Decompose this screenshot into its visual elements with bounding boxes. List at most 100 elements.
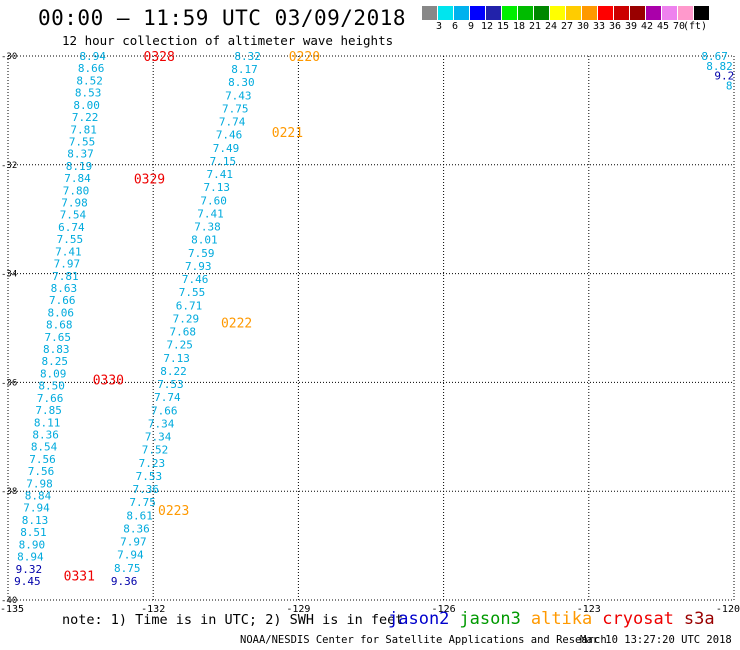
colorbar-label: 36 bbox=[608, 21, 622, 32]
wave-height-value: 7.98 bbox=[61, 197, 88, 210]
footnote: note: 1) Time is in UTC; 2) SWH is in fe… bbox=[62, 612, 404, 628]
wave-height-value: 8.32 bbox=[234, 50, 261, 63]
wave-height-value: 7.53 bbox=[136, 470, 163, 483]
wave-height-value: 9.45 bbox=[14, 575, 41, 588]
satellite-legend: jason2 jason3 altika cryosat s3a bbox=[388, 609, 725, 629]
wave-height-value: 8 bbox=[726, 79, 733, 92]
colorbar-swatch bbox=[470, 6, 486, 20]
credit-line: NOAA/NESDIS Center for Satellite Applica… bbox=[240, 634, 607, 646]
wave-height-value: 6.71 bbox=[176, 299, 203, 312]
wave-height-value: 7.74 bbox=[154, 391, 181, 404]
wave-height-value: 7.59 bbox=[188, 247, 215, 260]
wave-height-value: 8.25 bbox=[41, 355, 68, 368]
wave-height-value: 7.53 bbox=[157, 378, 184, 391]
pass-time-label: 0330 bbox=[93, 374, 124, 389]
lon-tick-label: -126 bbox=[432, 604, 456, 615]
colorbar-label: 30 bbox=[576, 21, 590, 32]
wave-height-value: 8.01 bbox=[191, 234, 218, 247]
colorbar-swatch bbox=[566, 6, 582, 20]
colorbar-swatch bbox=[678, 6, 694, 20]
wave-height-value: 7.66 bbox=[49, 294, 76, 307]
colorbar-swatch bbox=[454, 6, 470, 20]
wave-height-value: 8.83 bbox=[43, 343, 70, 356]
wave-height-value: 7.46 bbox=[216, 129, 243, 142]
colorbar-label: 45 bbox=[656, 21, 670, 32]
lat-tick-label: -36 bbox=[1, 378, 17, 388]
map-title: 00:00 – 11:59 UTC 03/09/2018 bbox=[38, 6, 407, 30]
wave-height-value: 7.81 bbox=[70, 123, 97, 136]
satellite-s3a: s3a bbox=[683, 609, 715, 629]
map-subtitle: 12 hour collection of altimeter wave hei… bbox=[62, 33, 394, 48]
lat-tick-label: -32 bbox=[1, 161, 17, 171]
wave-height-value: 7.23 bbox=[139, 457, 166, 470]
wave-height-value: 7.66 bbox=[151, 404, 178, 417]
wave-height-value: 8.61 bbox=[126, 509, 153, 522]
wave-height-value: 7.34 bbox=[148, 417, 175, 430]
wave-height-value: 7.41 bbox=[197, 207, 224, 220]
wave-height-value: 8.90 bbox=[19, 538, 46, 551]
satellite-altika: altika bbox=[530, 609, 593, 629]
wave-height-value: 7.49 bbox=[213, 142, 240, 155]
pass-time-label: 0331 bbox=[64, 570, 95, 585]
colorbar-label: (ft) bbox=[682, 21, 708, 32]
wave-height-value: 8.53 bbox=[75, 87, 102, 100]
lon-tick-label: -120 bbox=[716, 604, 740, 615]
colorbar-label: 9 bbox=[467, 21, 475, 32]
wave-height-value: 8.94 bbox=[79, 50, 106, 63]
wave-height-value: 7.94 bbox=[117, 549, 144, 562]
generation-timestamp: Mar 10 13:27:20 UTC 2018 bbox=[580, 634, 732, 646]
lat-tick-label: -38 bbox=[1, 487, 17, 497]
wave-height-value: 8.36 bbox=[32, 428, 59, 441]
wave-height-value: 7.55 bbox=[179, 286, 206, 299]
lon-tick-label: -123 bbox=[577, 604, 601, 615]
lon-tick-label: -129 bbox=[286, 604, 310, 615]
wave-height-value: 9.32 bbox=[16, 563, 43, 576]
wave-height-value: 7.94 bbox=[23, 502, 50, 515]
wave-height-value: 7.60 bbox=[200, 194, 227, 207]
wave-height-value: 7.46 bbox=[182, 273, 209, 286]
wave-height-value: 8.50 bbox=[38, 380, 65, 393]
wave-height-value: 9.2 bbox=[714, 70, 734, 83]
wave-height-value: 8.54 bbox=[31, 441, 58, 454]
wave-height-value: 8.22 bbox=[160, 365, 187, 378]
wave-height-value: 8.11 bbox=[34, 416, 61, 429]
lon-tick-label: -135 bbox=[0, 604, 24, 615]
wave-height-value: 9.36 bbox=[111, 575, 138, 588]
wave-height-value: 8.82 bbox=[706, 60, 733, 73]
wave-height-value: 7.97 bbox=[120, 536, 147, 549]
colorbar-label: 42 bbox=[640, 21, 654, 32]
wave-height-value: 7.66 bbox=[37, 392, 64, 405]
lat-tick-label: -40 bbox=[1, 596, 17, 606]
wave-height-value: 8.19 bbox=[66, 160, 93, 173]
wave-height-value: 8.37 bbox=[67, 148, 94, 161]
lat-tick-label: -34 bbox=[1, 270, 17, 280]
colorbar-swatch bbox=[518, 6, 534, 20]
colorbar bbox=[422, 6, 710, 20]
colorbar-label: 21 bbox=[528, 21, 542, 32]
colorbar-swatch bbox=[646, 6, 662, 20]
colorbar-label: 18 bbox=[512, 21, 526, 32]
wave-height-value: 8.63 bbox=[51, 282, 78, 295]
wave-height-value: 7.29 bbox=[173, 312, 200, 325]
colorbar-swatch bbox=[502, 6, 518, 20]
satellite-jason3: jason3 bbox=[459, 609, 521, 629]
wave-height-value: 8.67 bbox=[701, 50, 728, 63]
wave-height-value: 8.09 bbox=[40, 367, 67, 380]
wave-height-value: 7.84 bbox=[64, 172, 91, 185]
wave-height-value: 7.80 bbox=[63, 184, 90, 197]
wave-height-value: 8.36 bbox=[123, 522, 150, 535]
wave-height-value: 7.43 bbox=[225, 89, 252, 102]
pass-time-label: 0223 bbox=[158, 504, 189, 519]
satellite-cryosat: cryosat bbox=[602, 609, 674, 629]
wave-height-value: 7.75 bbox=[222, 102, 249, 115]
lon-tick-label: -132 bbox=[141, 604, 165, 615]
wave-height-value: 8.00 bbox=[73, 99, 100, 112]
colorbar-label: 27 bbox=[560, 21, 574, 32]
pass-time-label: 0221 bbox=[272, 126, 303, 141]
colorbar-swatch bbox=[422, 6, 438, 20]
wave-height-value: 8.94 bbox=[17, 551, 44, 564]
colorbar-swatch bbox=[598, 6, 614, 20]
colorbar-label: 33 bbox=[592, 21, 606, 32]
